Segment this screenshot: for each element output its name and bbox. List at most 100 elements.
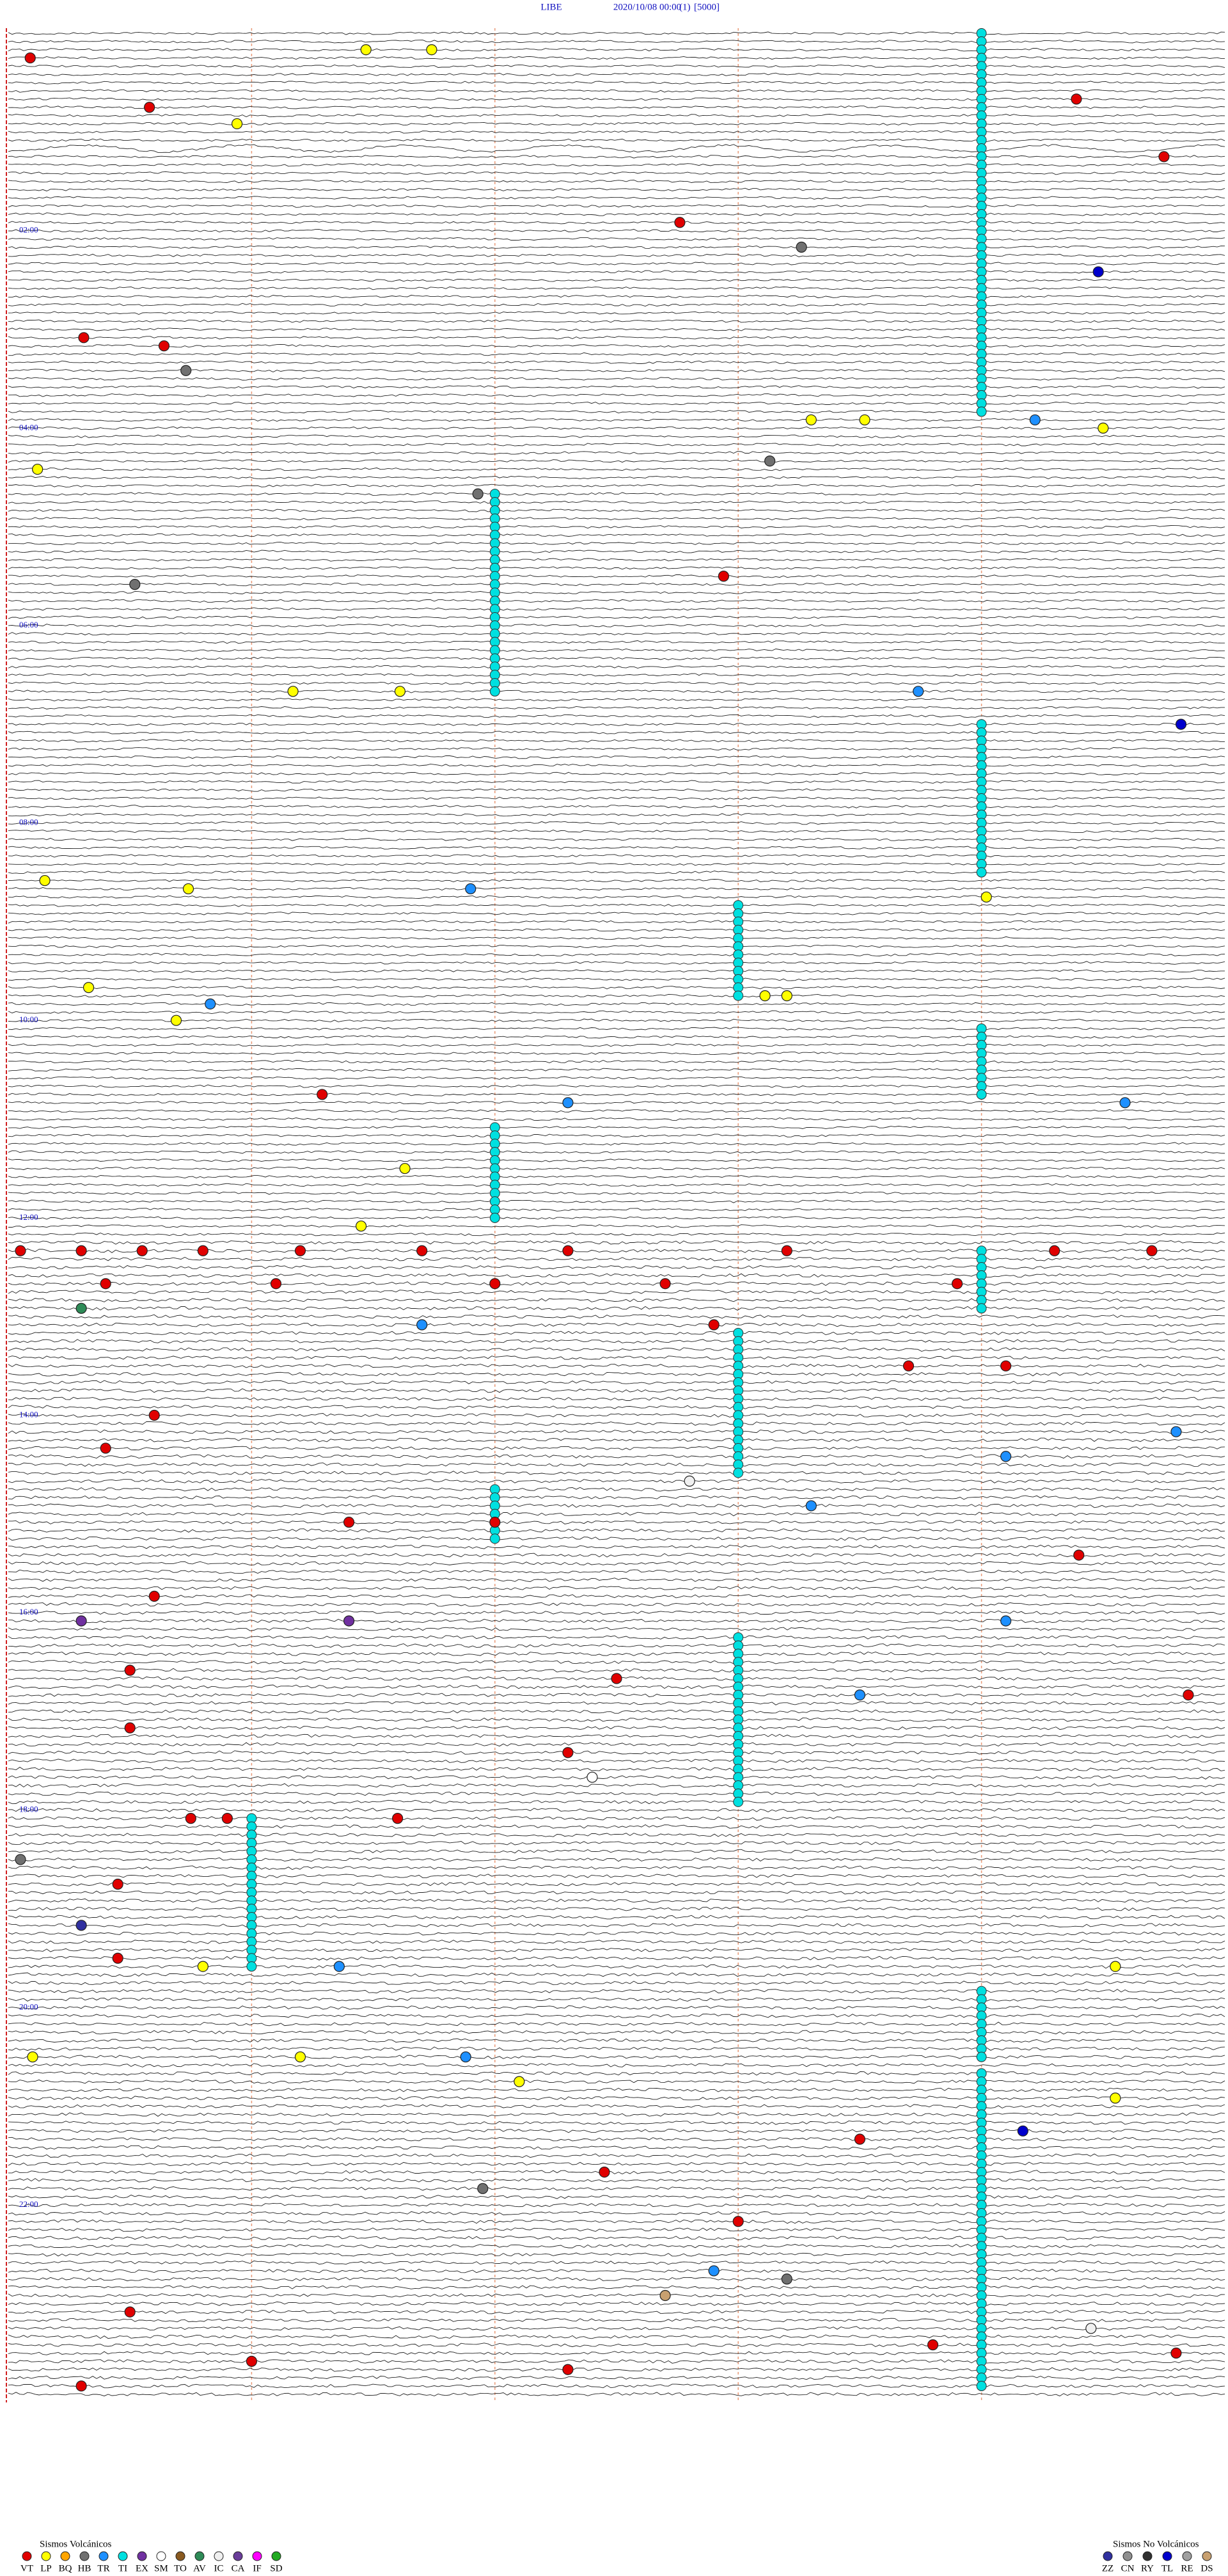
trace [8, 1849, 1225, 1854]
trace [8, 418, 1225, 422]
trace [8, 656, 1225, 661]
legend-swatch [1202, 2551, 1212, 2561]
trace [8, 1890, 1225, 1895]
event-dot [294, 2051, 306, 2063]
trace [8, 1536, 1225, 1541]
trace [8, 1413, 1225, 1418]
trace [8, 2375, 1225, 2380]
event-dot [1098, 422, 1109, 434]
trace [8, 1002, 1225, 1006]
trace [8, 624, 1225, 628]
trace [8, 253, 1225, 257]
trace [8, 590, 1225, 595]
event-dot [129, 579, 141, 590]
event-dot [1017, 2125, 1028, 2137]
trace [8, 40, 1225, 43]
legend-swatch [271, 2551, 281, 2561]
event-dot [781, 2273, 792, 2285]
trace [8, 1997, 1225, 2002]
trace [8, 377, 1225, 381]
trace [8, 328, 1225, 331]
trace [8, 1520, 1225, 1525]
trace [8, 2063, 1225, 2067]
trace [8, 1134, 1225, 1137]
trace [8, 2351, 1225, 2355]
trace [8, 1840, 1225, 1845]
event-dot [477, 2183, 489, 2194]
event-dot [197, 1961, 209, 1972]
trace [8, 977, 1225, 981]
trace [8, 2359, 1225, 2364]
trace [8, 1799, 1225, 1805]
trace [8, 106, 1225, 109]
event-dot [124, 2306, 136, 2318]
station: LIBE [540, 2, 562, 12]
trace [8, 1865, 1225, 1870]
event-dot [343, 1517, 355, 1528]
event-dot [197, 1245, 209, 1256]
hour-label: 22:00 [19, 2199, 38, 2209]
trace [8, 2079, 1225, 2084]
trace [8, 1980, 1225, 1986]
event-dot [333, 1961, 345, 1972]
trace [8, 509, 1225, 512]
event-dot [1183, 1689, 1194, 1701]
event-dot [416, 1319, 428, 1331]
trace [8, 1635, 1225, 1640]
trace [8, 81, 1225, 84]
trace [8, 1101, 1225, 1105]
trace [8, 895, 1225, 899]
trace [8, 698, 1225, 702]
trace [8, 862, 1225, 866]
event-dot [732, 2216, 744, 2227]
trace [8, 1906, 1225, 1911]
event-dot [221, 1813, 233, 1824]
trace [8, 796, 1225, 800]
trace [8, 1158, 1225, 1162]
trace [8, 706, 1225, 710]
trace [8, 163, 1225, 167]
legend-label: SM [154, 2563, 168, 2573]
trace [8, 2309, 1225, 2314]
legend-swatch [1103, 2551, 1113, 2561]
trace [8, 287, 1225, 290]
hour-label: 08:00 [19, 818, 38, 827]
trace [8, 1199, 1225, 1203]
trace [8, 1150, 1225, 1154]
trace [8, 196, 1225, 200]
event-dot [158, 340, 170, 352]
trace [8, 368, 1225, 372]
trace [8, 2268, 1225, 2273]
event-dot [1000, 1615, 1012, 1627]
tremor-dot [976, 1303, 987, 1314]
event-dot [24, 52, 36, 64]
event-dot [294, 1245, 306, 1256]
trace [8, 1512, 1225, 1517]
event-dot [659, 1278, 671, 1290]
trace [8, 912, 1225, 915]
legend-label: IF [253, 2563, 261, 2573]
event-dot [182, 883, 194, 895]
event-dot [1119, 1097, 1131, 1109]
tremor-dot [976, 406, 987, 417]
trace [8, 1183, 1225, 1187]
trace [8, 89, 1225, 93]
trace [8, 2211, 1225, 2216]
event-dot [124, 1664, 136, 1676]
trace [8, 228, 1225, 233]
trace [8, 1824, 1225, 1829]
channel: (1) [679, 2, 691, 12]
event-dot [1085, 2323, 1097, 2334]
traces [8, 31, 1225, 2397]
hour-label: 04:00 [19, 422, 38, 432]
legend-label: DS [1200, 2563, 1213, 2573]
trace [8, 1709, 1225, 1714]
trace [8, 1018, 1225, 1022]
trace [8, 1339, 1225, 1344]
trace [8, 475, 1225, 480]
trace [8, 2096, 1225, 2101]
legend-label: VT [20, 2563, 33, 2573]
trace [8, 1956, 1225, 1961]
hour-label: 02:00 [19, 225, 38, 235]
event-dot [562, 1747, 574, 1758]
